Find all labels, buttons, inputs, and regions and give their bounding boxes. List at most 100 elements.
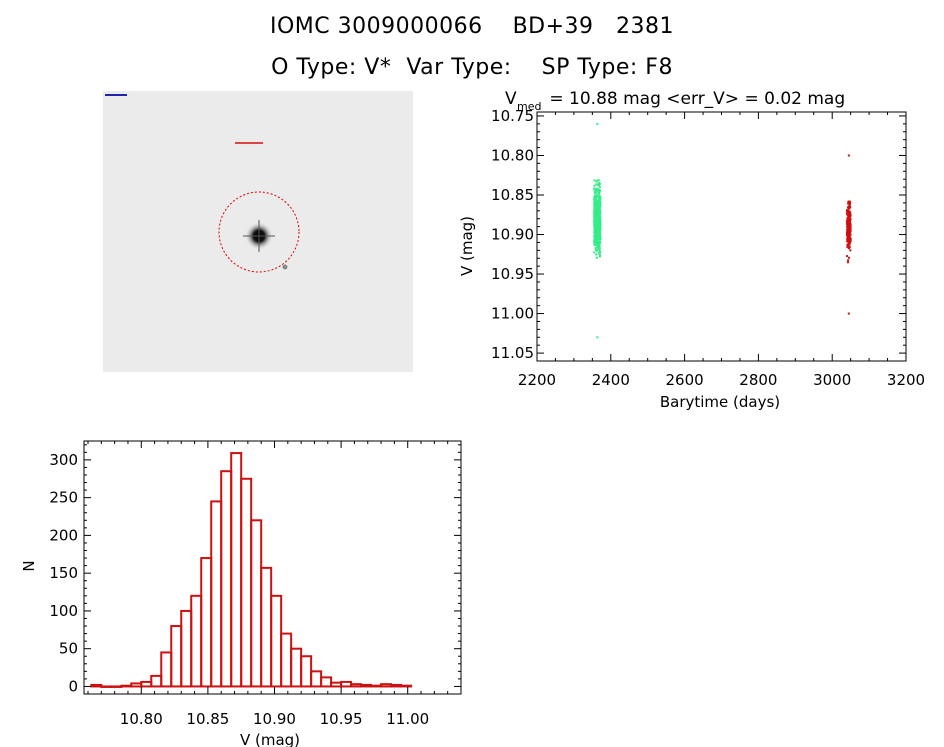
data-point	[595, 242, 598, 245]
data-point	[846, 261, 849, 264]
data-point	[596, 212, 599, 215]
data-point	[593, 233, 596, 236]
data-point	[596, 205, 599, 208]
data-point	[848, 210, 851, 213]
data-point	[594, 196, 597, 199]
data-point	[847, 233, 850, 236]
data-point	[597, 216, 600, 219]
data-point	[848, 230, 851, 233]
data-point	[846, 243, 849, 246]
data-point	[598, 218, 601, 221]
data-point	[595, 226, 598, 229]
data-point	[595, 212, 598, 215]
data-point	[598, 198, 601, 201]
data-point	[846, 211, 849, 214]
data-point	[597, 201, 600, 204]
data-point	[597, 217, 600, 220]
data-point	[846, 209, 849, 212]
data-point	[847, 232, 850, 235]
data-point	[848, 219, 851, 222]
data-point	[594, 202, 597, 205]
data-point	[598, 219, 601, 222]
data-point	[597, 225, 600, 228]
sky-image-thumbnail	[103, 91, 413, 372]
histogram-bar	[400, 684, 413, 688]
data-point	[594, 205, 597, 208]
data-point	[849, 220, 852, 223]
data-point	[848, 218, 851, 221]
data-point	[594, 209, 597, 212]
data-point	[599, 210, 602, 213]
data-point	[596, 207, 599, 210]
data-point	[595, 223, 598, 226]
data-point	[849, 218, 852, 221]
data-point	[849, 228, 852, 231]
data-point	[599, 203, 602, 206]
data-point	[599, 222, 602, 225]
data-point	[848, 213, 851, 216]
data-point	[598, 200, 601, 203]
data-point	[846, 221, 849, 224]
data-point	[847, 154, 850, 157]
data-point	[848, 233, 851, 236]
data-point	[598, 214, 601, 217]
data-point	[847, 211, 850, 214]
data-point	[849, 211, 852, 214]
data-point	[599, 189, 602, 192]
data-point	[846, 255, 849, 258]
data-point	[847, 220, 850, 223]
data-point	[596, 220, 599, 223]
data-point	[847, 224, 850, 227]
data-point	[598, 218, 601, 221]
data-point	[597, 207, 600, 210]
data-point	[848, 241, 851, 244]
data-point	[593, 228, 596, 231]
data-point	[599, 196, 602, 199]
data-point	[594, 214, 597, 217]
data-point	[595, 206, 598, 209]
data-point	[596, 212, 599, 215]
data-point	[847, 219, 850, 222]
data-point	[597, 215, 600, 218]
data-point	[593, 218, 596, 221]
data-point	[846, 211, 849, 214]
data-point	[594, 222, 597, 225]
data-point	[847, 213, 850, 216]
data-point	[598, 235, 601, 238]
histogram-bar	[390, 683, 403, 688]
data-point	[593, 230, 596, 233]
data-point	[846, 220, 849, 223]
data-point	[595, 216, 598, 219]
histogram-bar	[130, 682, 143, 688]
data-point	[596, 235, 599, 238]
data-point	[595, 222, 598, 225]
data-point	[846, 213, 849, 216]
data-point	[594, 229, 597, 232]
data-point	[596, 230, 599, 233]
data-point	[594, 213, 597, 216]
data-point	[847, 243, 850, 246]
data-point	[597, 238, 600, 241]
data-point	[594, 218, 597, 221]
data-point	[594, 215, 597, 218]
data-point	[593, 184, 596, 187]
data-point	[597, 242, 600, 245]
data-point	[597, 207, 600, 210]
data-point	[847, 202, 850, 205]
data-point	[598, 195, 601, 198]
data-point	[597, 231, 600, 234]
data-point	[593, 230, 596, 233]
data-point	[597, 206, 600, 209]
data-point	[594, 222, 597, 225]
image-corner-mark	[105, 94, 127, 96]
data-point	[595, 210, 598, 213]
data-point	[596, 218, 599, 221]
data-point	[849, 238, 852, 241]
data-point	[597, 206, 600, 209]
histogram-bar	[270, 594, 283, 688]
data-point	[595, 230, 598, 233]
data-point	[594, 199, 597, 202]
data-point	[846, 234, 849, 237]
data-point	[847, 201, 850, 204]
data-point	[596, 216, 599, 219]
